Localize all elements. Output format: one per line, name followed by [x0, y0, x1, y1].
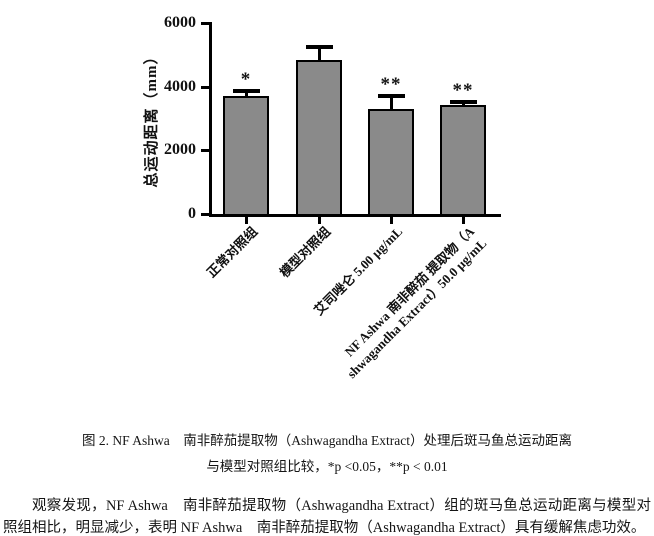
figure-chart: 总运动距离（mm） 0 2000 4000 6000 * 正常对照组 模型对照组 ** 艾司唑仑…: [144, 14, 501, 381]
y-tick-mark: [201, 149, 209, 153]
x-tick-mark: [462, 217, 465, 224]
error-bar-stem: [389, 96, 393, 111]
y-tick-label: 0: [188, 205, 196, 222]
y-tick-label: 6000: [164, 14, 196, 31]
bar: [368, 108, 414, 216]
figure-caption-line2: 与模型对照组比较，*p <0.05，**p < 0.01: [206, 459, 448, 474]
y-tick-mark: [201, 85, 209, 89]
y-tick-mark: [201, 213, 209, 216]
bar: [440, 104, 486, 216]
significance-label: *: [240, 69, 252, 91]
bar: [223, 96, 269, 216]
x-tick-mark: [318, 217, 321, 224]
x-tick-mark: [390, 217, 393, 224]
bar: [296, 59, 342, 216]
significance-label: **: [380, 74, 402, 96]
y-tick-label: 4000: [164, 77, 196, 95]
plot-area: 0 2000 4000 6000 * 正常对照组 模型对照组 ** 艾司唑仑 5.00 µg/m…: [164, 14, 501, 381]
error-bar-cap: [449, 99, 477, 104]
y-axis-line: [209, 22, 212, 217]
x-tick-mark: [245, 217, 248, 224]
body-paragraph: 观察发现，NF Ashwa 南非醉茄提取物（Ashwagandha Extrac…: [3, 497, 651, 536]
error-bar-stem: [317, 46, 321, 62]
x-axis-line: [209, 214, 501, 217]
y-tick-label: 2000: [164, 141, 196, 159]
y-tick-mark: [201, 22, 209, 25]
error-bar-cap: [232, 89, 260, 94]
error-bar-stem: [461, 101, 465, 107]
figure-caption-line1: 图 2. NF Ashwa 南非醉茄提取物（Ashwagandha Extrac…: [81, 433, 573, 448]
error-bar-cap: [377, 94, 405, 99]
significance-label: **: [452, 79, 474, 101]
error-bar-cap: [305, 44, 333, 49]
error-bar-stem: [244, 91, 248, 99]
